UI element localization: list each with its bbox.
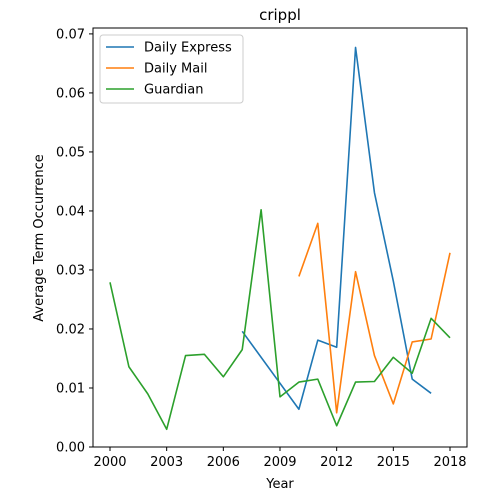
x-axis-title: Year [265, 477, 294, 492]
y-tick-label: 0.02 [56, 322, 85, 337]
x-tick-label: 2015 [377, 455, 410, 470]
legend-label-daily-mail: Daily Mail [144, 62, 207, 77]
chart-title: crippl [259, 6, 301, 24]
x-tick-label: 2000 [93, 455, 126, 470]
y-tick-label: 0.06 [56, 86, 85, 101]
y-tick-label: 0.04 [56, 204, 85, 219]
y-tick-label: 0.05 [56, 145, 85, 160]
y-tick-label: 0.00 [56, 441, 85, 456]
legend: Daily Express Daily Mail Guardian [100, 35, 243, 103]
legend-label-guardian: Guardian [144, 83, 203, 98]
x-tick-label: 2003 [150, 455, 183, 470]
y-tick-label: 0.07 [56, 27, 85, 42]
x-tick-label: 2006 [207, 455, 240, 470]
y-tick-label: 0.01 [56, 381, 85, 396]
y-tick-label: 0.03 [56, 263, 85, 278]
y-axis-title: Average Term Occurrence [32, 154, 47, 321]
x-tick-label: 2018 [433, 455, 466, 470]
legend-label-daily-express: Daily Express [144, 41, 232, 56]
x-tick-label: 2012 [320, 455, 353, 470]
x-tick-label: 2009 [263, 455, 296, 470]
